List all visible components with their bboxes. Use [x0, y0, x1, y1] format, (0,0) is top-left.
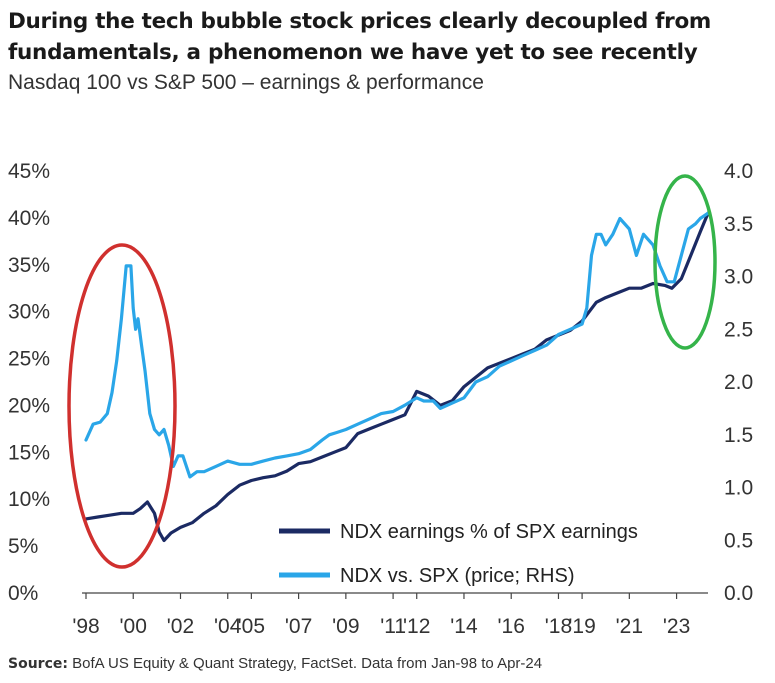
- y-right-tick-label: 1.5: [724, 424, 753, 447]
- x-tick-label: '02: [167, 615, 194, 638]
- y-right-tick-label: 0.0: [724, 582, 753, 605]
- y-left-tick-label: 20%: [8, 394, 50, 417]
- right-axis: 0.0 0.5 1.0 1.5 2.0 2.5 3.0 3.5 4.0: [724, 160, 753, 605]
- series-line-earnings: [84, 211, 710, 543]
- source-text: BofA US Equity & Quant Strategy, FactSet…: [72, 655, 543, 672]
- legend-label-price: NDX vs. SPX (price; RHS): [340, 565, 574, 587]
- left-axis: 0% 5% 10% 15% 20% 25% 30% 35% 40% 45%: [8, 160, 50, 605]
- y-left-tick-label: 25%: [8, 348, 50, 371]
- x-tick-label: '98: [72, 615, 99, 638]
- y-right-tick-label: 1.0: [724, 477, 753, 500]
- y-right-tick-label: 3.0: [724, 266, 753, 289]
- y-left-tick-label: 10%: [8, 488, 50, 511]
- chart-subtitle: Nasdaq 100 vs S&P 500 – earnings & perfo…: [8, 71, 484, 94]
- y-left-tick-label: 5%: [8, 535, 38, 558]
- x-tick-label: '16: [498, 615, 525, 638]
- x-tick-label: '05: [238, 615, 265, 638]
- x-tick-label: '09: [332, 615, 359, 638]
- x-tick-label: '23: [663, 615, 690, 638]
- y-left-tick-label: 30%: [8, 301, 50, 324]
- x-tick-label: '11: [380, 615, 406, 638]
- recent-highlight-circle: [653, 174, 717, 350]
- y-right-tick-label: 0.5: [724, 529, 753, 552]
- y-right-tick-label: 3.5: [724, 213, 753, 236]
- y-left-tick-label: 45%: [8, 160, 50, 183]
- x-tick-label: '18: [545, 615, 572, 638]
- y-right-tick-label: 2.0: [724, 371, 753, 394]
- legend-label-earnings: NDX earnings % of SPX earnings: [340, 521, 638, 543]
- series-layer: [84, 211, 710, 543]
- x-tick-label: '21: [616, 615, 643, 638]
- source-label: Source:: [8, 656, 68, 672]
- x-tick-label: '07: [285, 615, 312, 638]
- legend: NDX earnings % of SPX earnings NDX vs. S…: [279, 521, 638, 587]
- chart-title: During the tech bubble stock prices clea…: [8, 9, 712, 65]
- x-axis: '98 '00 '02 '04'05 '07 '09 '11'12 '14 '16 '18'19 '…: [72, 592, 708, 638]
- y-left-tick-label: 0%: [8, 582, 38, 605]
- series-line-price: [84, 211, 710, 479]
- x-tick-label: '19: [568, 615, 595, 638]
- bubble-highlight-circle: [67, 243, 177, 569]
- x-tick-label: '00: [120, 615, 147, 638]
- source-note: Source: BofA US Equity & Quant Strategy,…: [8, 655, 542, 672]
- y-left-tick-label: 35%: [8, 254, 50, 277]
- y-left-tick-label: 40%: [8, 207, 50, 230]
- y-right-tick-label: 2.5: [724, 318, 753, 341]
- y-left-tick-label: 15%: [8, 441, 50, 464]
- x-tick-label: '14: [450, 615, 478, 638]
- x-tick-label: '12: [403, 615, 430, 638]
- y-right-tick-label: 4.0: [724, 160, 753, 183]
- x-tick-label: '04: [214, 615, 242, 638]
